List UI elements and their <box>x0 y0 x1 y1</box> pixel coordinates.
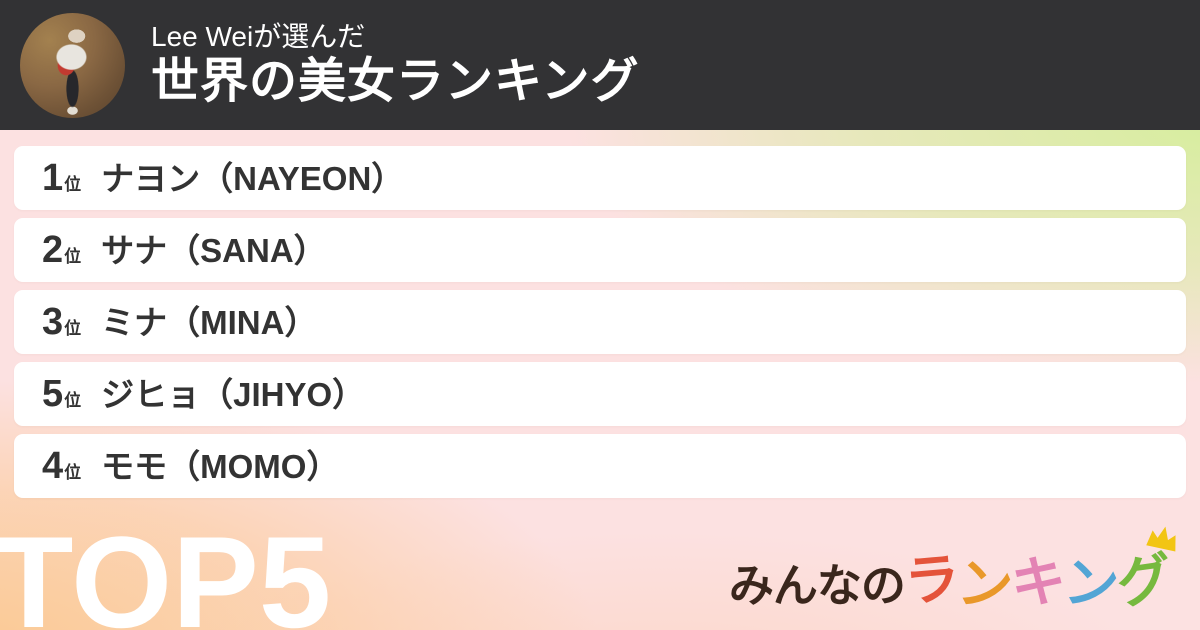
rank-number: 3 <box>42 301 64 343</box>
rank-suffix: 位 <box>64 175 82 194</box>
rank-name: ナヨン（NAYEON） <box>101 159 405 197</box>
avatar <box>20 12 125 118</box>
rank-row-4: 5 位 ジヒョ（JIHYO） <box>14 362 1186 426</box>
header: Lee Weiが選んだ 世界の美女ランキング <box>0 0 1200 130</box>
rank-suffix: 位 <box>64 247 82 266</box>
rank-name: ミナ（MINA） <box>101 303 318 341</box>
rank-number: 2 <box>42 229 64 271</box>
rank-number: 1 <box>42 157 64 199</box>
ranking-list: 1 位 ナヨン（NAYEON） 2 位 サナ（SANA） 3 位 ミナ（MINA… <box>0 130 1200 630</box>
header-text: Lee Weiが選んだ 世界の美女ランキング <box>151 21 640 108</box>
rank-name: モモ（MOMO） <box>101 447 340 485</box>
site-logo: みんなのランキング <box>728 526 1176 619</box>
logo-letter: ラ <box>902 546 961 614</box>
logo-letter: グ <box>1112 546 1174 616</box>
rank-suffix: 位 <box>64 319 82 338</box>
rank-number: 5 <box>42 373 64 415</box>
rank-suffix: 位 <box>64 391 82 410</box>
rank-number: 4 <box>42 445 64 487</box>
author-line: Lee Weiが選んだ <box>151 21 366 53</box>
rank-row-2: 2 位 サナ（SANA） <box>14 218 1186 282</box>
rank-row-1: 1 位 ナヨン（NAYEON） <box>14 146 1186 210</box>
logo-letter: キ <box>1009 549 1066 615</box>
crown-icon <box>1144 522 1183 555</box>
logo-letter: ン <box>954 551 1014 619</box>
rank-row-5: 4 位 モモ（MOMO） <box>14 434 1186 498</box>
rank-row-3: 3 位 ミナ（MINA） <box>14 290 1186 354</box>
rank-name: ジヒョ（JIHYO） <box>101 375 366 413</box>
rank-suffix: 位 <box>64 463 82 482</box>
top5-label: TOP5 <box>0 509 332 630</box>
page-title: 世界の美女ランキング <box>151 54 640 108</box>
logo-prefix: みんなの <box>728 560 906 611</box>
logo-letter: ン <box>1061 550 1120 618</box>
rank-name: サナ（SANA） <box>101 231 327 269</box>
